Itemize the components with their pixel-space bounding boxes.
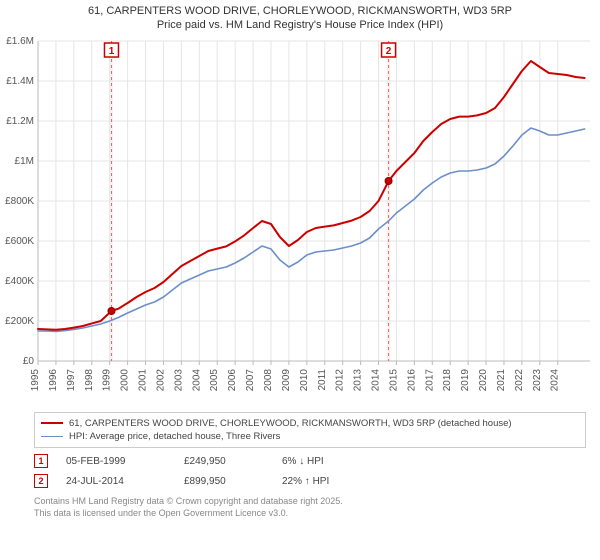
- x-tick-label: 2002: [155, 368, 166, 391]
- x-tick-label: 2018: [442, 368, 453, 391]
- y-tick-label: £200K: [5, 316, 34, 327]
- sale-info-row-2: 2 24-JUL-2014 £899,950 22% ↑ HPI: [34, 474, 586, 488]
- sale-info-row-1: 1 05-FEB-1999 £249,950 6% ↓ HPI: [34, 454, 586, 468]
- x-tick-label: 2015: [388, 368, 399, 391]
- y-tick-label: £1.4M: [6, 76, 34, 87]
- x-tick-label: 2006: [227, 368, 238, 391]
- x-tick-label: 2010: [299, 368, 310, 391]
- sale-price: £899,950: [184, 476, 264, 487]
- x-tick-label: 1998: [84, 368, 95, 391]
- x-tick-label: 2013: [353, 368, 364, 391]
- legend-row-hpi: HPI: Average price, detached house, Thre…: [41, 430, 579, 443]
- x-tick-label: 2004: [191, 368, 202, 391]
- x-tick-label: 2023: [532, 368, 543, 391]
- x-tick-label: 2020: [478, 368, 489, 391]
- x-tick-label: 2024: [550, 368, 561, 391]
- x-tick-label: 2014: [371, 368, 382, 391]
- footer-line-2: This data is licensed under the Open Gov…: [34, 508, 586, 520]
- legend-row-property: 61, CARPENTERS WOOD DRIVE, CHORLEYWOOD, …: [41, 417, 579, 430]
- y-tick-label: £600K: [5, 236, 34, 247]
- x-tick-label: 2012: [335, 368, 346, 391]
- x-tick-label: 2001: [138, 368, 149, 391]
- y-tick-label: £800K: [5, 196, 34, 207]
- y-tick-label: £1.6M: [6, 36, 34, 47]
- svg-text:2: 2: [386, 46, 392, 57]
- sale-dot-2: [385, 177, 392, 184]
- sale-marker-icon: 2: [34, 474, 48, 488]
- series-property: [38, 61, 585, 330]
- chart-svg: £0 £200K £400K £600K £800K £1M £1.2M £1.4M £1.6M…: [0, 35, 600, 410]
- y-tick-label: £0: [23, 356, 35, 367]
- sale-marker-icon: 1: [34, 454, 48, 468]
- x-tick-label: 2011: [317, 368, 328, 390]
- title-line-2: Price paid vs. HM Land Registry's House …: [8, 18, 592, 32]
- y-tick-label: £1M: [15, 156, 34, 167]
- x-tick-label: 1995: [30, 368, 41, 391]
- x-tick-label: 2007: [245, 368, 256, 391]
- svg-text:1: 1: [109, 46, 115, 57]
- x-tick-label: 1996: [48, 368, 59, 391]
- sale-price: £249,950: [184, 456, 264, 467]
- x-tick-label: 2003: [173, 368, 184, 391]
- x-tick-label: 2005: [209, 368, 220, 391]
- sales-info: 1 05-FEB-1999 £249,950 6% ↓ HPI 2 24-JUL-2014…: [0, 454, 600, 488]
- sale-delta: 6% ↓ HPI: [282, 456, 372, 467]
- sale-delta: 22% ↑ HPI: [282, 476, 372, 487]
- legend-label: HPI: Average price, detached house, Thre…: [69, 430, 280, 443]
- x-tick-label: 2008: [263, 368, 274, 391]
- x-tick-label: 2021: [496, 368, 507, 391]
- x-tick-label: 1999: [102, 368, 113, 391]
- footer-line-1: Contains HM Land Registry data © Crown c…: [34, 496, 586, 508]
- legend-swatch: [41, 436, 63, 437]
- title-line-1: 61, CARPENTERS WOOD DRIVE, CHORLEYWOOD, …: [8, 4, 592, 18]
- legend-swatch: [41, 422, 63, 424]
- x-tick-label: 2000: [120, 368, 131, 391]
- price-chart: £0 £200K £400K £600K £800K £1M £1.2M £1.4M £1.6M…: [0, 35, 600, 410]
- legend-label: 61, CARPENTERS WOOD DRIVE, CHORLEYWOOD, …: [69, 417, 512, 430]
- x-tick-label: 1997: [66, 368, 77, 391]
- y-tick-label: £1.2M: [6, 116, 34, 127]
- x-tick-label: 2009: [281, 368, 292, 391]
- sale-date: 24-JUL-2014: [66, 476, 166, 487]
- attribution-footer: Contains HM Land Registry data © Crown c…: [34, 496, 586, 519]
- sale-dot-1: [108, 307, 115, 314]
- x-tick-label: 2017: [424, 368, 435, 391]
- sale-date: 05-FEB-1999: [66, 456, 166, 467]
- y-tick-label: £400K: [5, 276, 34, 287]
- legend: 61, CARPENTERS WOOD DRIVE, CHORLEYWOOD, …: [34, 412, 586, 449]
- x-tick-label: 2016: [406, 368, 417, 391]
- chart-title-block: 61, CARPENTERS WOOD DRIVE, CHORLEYWOOD, …: [0, 0, 600, 35]
- x-tick-label: 2019: [460, 368, 471, 391]
- x-tick-label: 2022: [514, 368, 525, 391]
